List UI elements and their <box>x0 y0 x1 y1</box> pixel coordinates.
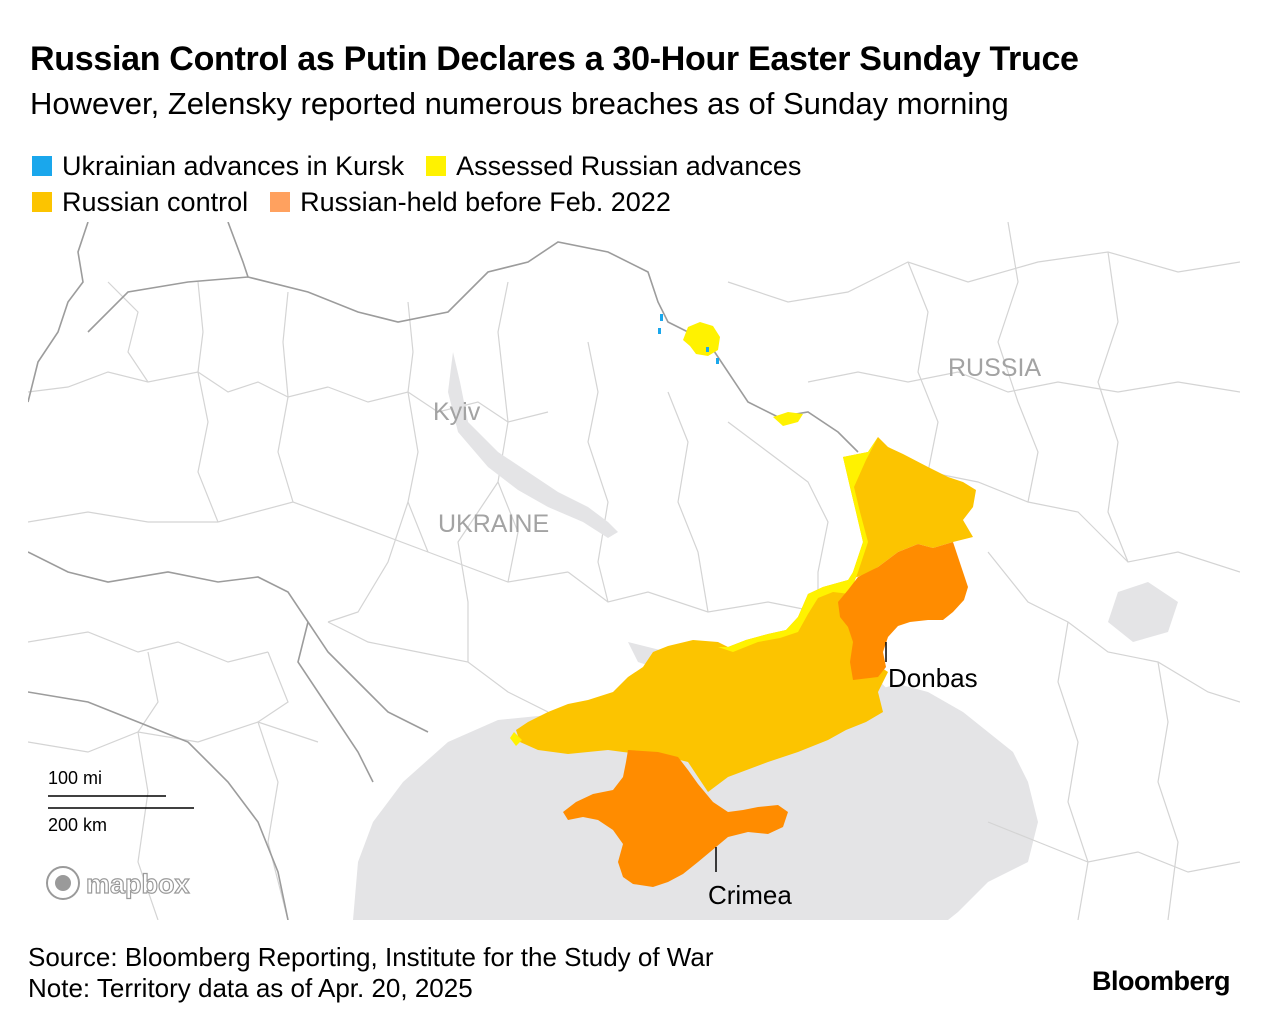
label-crimea: Crimea <box>708 880 792 910</box>
scale-km-label: 200 km <box>48 815 107 835</box>
ukrainian-advances-kursk <box>658 314 719 364</box>
assessed-advances <box>510 322 878 746</box>
mapbox-wordmark: mapbox <box>86 869 190 899</box>
legend-swatch-control <box>32 192 52 212</box>
footer-note: Note: Territory data as of Apr. 20, 2025 <box>28 973 473 1003</box>
chart-title: Russian Control as Putin Declares a 30-H… <box>30 40 1079 78</box>
scale-bar: 100 mi 200 km <box>48 768 194 835</box>
legend-item-control: Russian control <box>32 187 248 218</box>
assessed-advance-kursk <box>683 322 720 356</box>
assessed-advance-kherson <box>510 732 522 746</box>
donbas-area <box>838 542 968 680</box>
legend-item-assessed: Assessed Russian advances <box>426 151 801 182</box>
national-borders <box>28 222 859 920</box>
ukrainian-advance-mark-3 <box>716 358 719 364</box>
legend-swatch-kursk <box>32 156 52 176</box>
ukrainian-advance-mark-4 <box>706 347 709 352</box>
legend-label-assessed: Assessed Russian advances <box>456 150 802 181</box>
label-ukraine: UKRAINE <box>438 510 549 538</box>
label-kyiv: Kyiv <box>433 398 481 426</box>
assessed-advance-belgorod <box>773 412 803 426</box>
legend-label-pre2022: Russian-held before Feb. 2022 <box>300 186 671 217</box>
legend-swatch-assessed <box>426 156 447 176</box>
legend-label-control: Russian control <box>62 186 249 217</box>
bloomberg-logo: Bloomberg <box>1091 966 1231 996</box>
legend-item-kursk: Ukrainian advances in Kursk <box>32 151 404 182</box>
legend-label-kursk: Ukrainian advances in Kursk <box>62 150 405 181</box>
label-russia: RUSSIA <box>948 354 1041 382</box>
legend: Ukrainian advances in Kursk Assessed Rus… <box>32 148 1232 220</box>
ukrainian-advance-mark-2 <box>658 328 661 334</box>
legend-row-2: Russian control Russian-held before Feb.… <box>32 184 1232 220</box>
mapbox-logo[interactable]: mapbox <box>46 866 190 900</box>
legend-swatch-pre2022 <box>270 192 291 212</box>
footer-source: Source: Bloomberg Reporting, Institute f… <box>28 942 714 972</box>
crimea-area <box>563 750 788 887</box>
legend-item-pre2022: Russian-held before Feb. 2022 <box>270 187 671 218</box>
map: RUSSIA UKRAINE Kyiv Donbas Crimea 100 mi… <box>28 222 1240 920</box>
label-donbas: Donbas <box>888 663 978 693</box>
footer: Source: Bloomberg Reporting, Institute f… <box>28 942 713 1004</box>
ukrainian-advance-mark-1 <box>660 314 663 321</box>
chart-subtitle: However, Zelensky reported numerous brea… <box>30 86 1009 121</box>
admin-borders <box>28 222 1240 920</box>
scale-miles-label: 100 mi <box>48 768 102 788</box>
assessed-advance-frontline <box>718 437 878 652</box>
mapbox-logo-icon-inner <box>55 875 71 891</box>
legend-row-1: Ukrainian advances in Kursk Assessed Rus… <box>32 148 1232 184</box>
